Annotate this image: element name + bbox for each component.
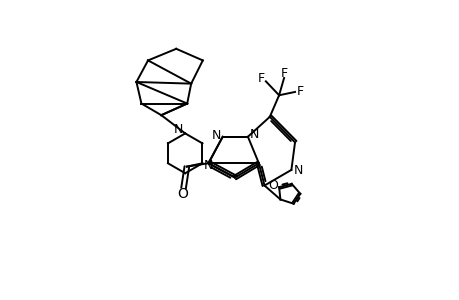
Text: O: O xyxy=(268,179,278,192)
Text: O: O xyxy=(177,187,188,201)
Text: N: N xyxy=(211,129,220,142)
Text: N: N xyxy=(249,128,259,141)
Text: F: F xyxy=(296,85,303,98)
Text: F: F xyxy=(280,67,288,80)
Text: N: N xyxy=(293,164,302,177)
Text: N: N xyxy=(174,123,183,136)
Text: N: N xyxy=(203,159,213,172)
Text: F: F xyxy=(257,72,264,85)
